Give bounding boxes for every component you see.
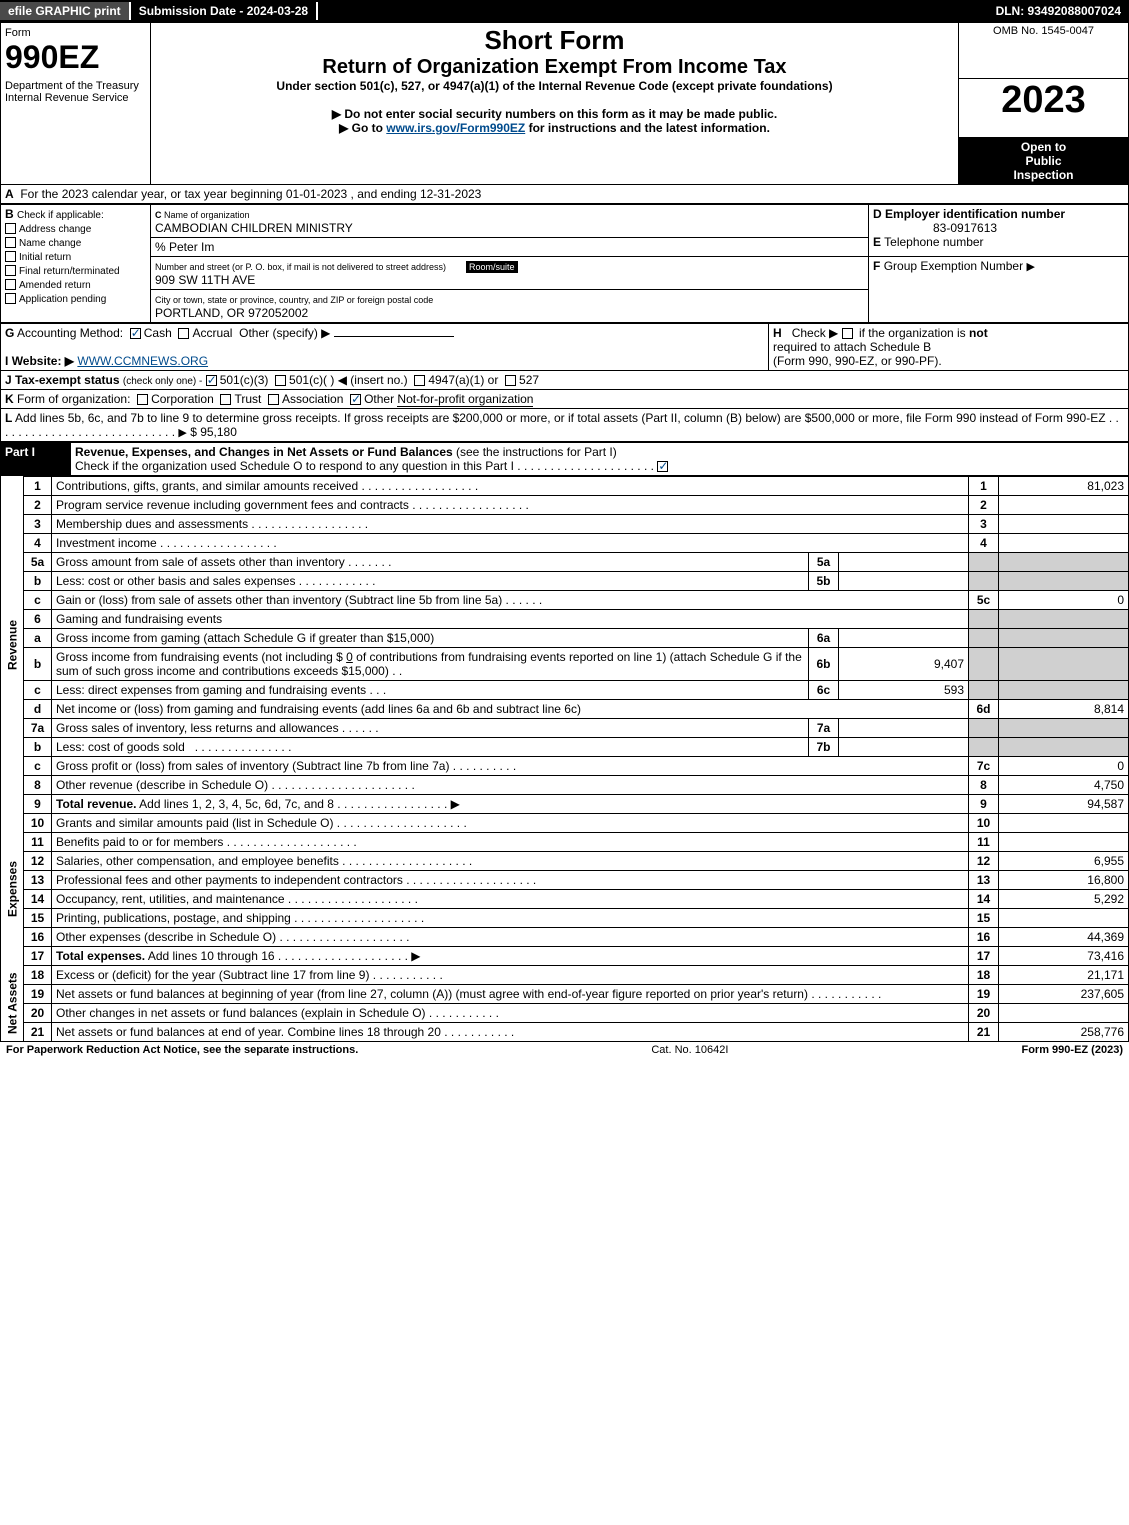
cash-checkbox[interactable] <box>130 328 141 339</box>
ein-label: Employer identification number <box>885 207 1065 221</box>
section-l: L Add lines 5b, 6c, and 7b to line 9 to … <box>0 409 1129 442</box>
section-b-item-label: Name change <box>19 238 81 249</box>
sections-b-to-f: B Check if applicable: Address change Nam… <box>0 204 1129 323</box>
form-title-main: Short Form <box>155 25 954 56</box>
section-b-checkbox[interactable] <box>5 223 16 234</box>
section-b-item-label: Initial return <box>19 252 71 263</box>
line-desc: Net assets or fund balances at end of ye… <box>56 1025 441 1039</box>
section-b-item-label: Amended return <box>19 280 91 291</box>
schedule-b-checkbox[interactable] <box>842 328 853 339</box>
organization-name: CAMBODIAN CHILDREN MINISTRY <box>155 221 353 235</box>
section-b-item-label: Final return/terminated <box>19 266 120 277</box>
section-k: K Form of organization: Corporation Trus… <box>0 390 1129 409</box>
part-1-label: Part I <box>1 442 71 475</box>
street-label: Number and street (or P. O. box, if mail… <box>155 262 446 272</box>
sections-g-h: G Accounting Method: Cash Accrual Other … <box>0 323 1129 371</box>
form-instruction-1: ▶ Do not enter social security numbers o… <box>155 107 954 121</box>
form-title-sub1: Return of Organization Exempt From Incom… <box>155 56 954 79</box>
line-desc: Excess or (deficit) for the year (Subtra… <box>56 968 369 982</box>
line-desc: Contributions, gifts, grants, and simila… <box>56 479 358 493</box>
dln-number: DLN: 93492088007024 <box>988 2 1129 20</box>
footer-cat-no: Cat. No. 10642I <box>651 1044 728 1056</box>
irs-link[interactable]: www.irs.gov/Form990EZ <box>386 121 525 135</box>
expenses-section-label: Expenses <box>1 813 24 965</box>
net-assets-section-label: Net Assets <box>1 965 24 1041</box>
line-desc: Other changes in net assets or fund bala… <box>56 1006 426 1020</box>
arrow-icon: ▶ <box>1026 261 1034 273</box>
city-label: City or town, state or province, country… <box>155 295 433 305</box>
website-link[interactable]: WWW.CCMNEWS.ORG <box>77 354 208 368</box>
part1-schedule-o-checkbox[interactable] <box>657 461 668 472</box>
form-number: 990EZ <box>5 39 99 75</box>
tax-year: 2023 <box>959 78 1129 137</box>
other-org-value: Not-for-profit organization <box>397 392 533 407</box>
section-b-item-label: Address change <box>19 224 91 235</box>
room-suite-label: Room/suite <box>466 261 518 273</box>
form-label: Form <box>5 27 31 39</box>
part-1-header: Part I Revenue, Expenses, and Changes in… <box>0 442 1129 476</box>
part-1-title: Revenue, Expenses, and Changes in Net As… <box>75 445 453 459</box>
line-desc: Investment income <box>56 536 157 550</box>
omb-number: OMB No. 1545-0047 <box>963 25 1124 37</box>
4947-checkbox[interactable] <box>414 375 425 386</box>
check-if-applicable: Check if applicable: <box>17 210 104 221</box>
corp-checkbox[interactable] <box>137 394 148 405</box>
other-org-checkbox[interactable] <box>350 394 361 405</box>
section-a-tax-year: A For the 2023 calendar year, or tax yea… <box>0 185 1129 204</box>
gross-receipts-value: $ 95,180 <box>190 425 237 439</box>
501c3-checkbox[interactable] <box>206 375 217 386</box>
assoc-checkbox[interactable] <box>268 394 279 405</box>
501c-checkbox[interactable] <box>275 375 286 386</box>
telephone-label: Telephone number <box>884 235 983 249</box>
section-b-checkbox[interactable] <box>5 279 16 290</box>
care-of: % Peter Im <box>155 240 214 254</box>
efile-graphic-print[interactable]: efile GRAPHIC print <box>0 2 131 20</box>
dept-treasury: Department of the Treasury <box>5 80 146 92</box>
revenue-section-label: Revenue <box>1 476 24 813</box>
section-b-label: B <box>5 207 14 221</box>
open-public-inspection: Open toPublicInspection <box>959 137 1129 184</box>
submission-date: Submission Date - 2024-03-28 <box>131 2 318 20</box>
efile-top-bar: efile GRAPHIC print Submission Date - 20… <box>0 0 1129 22</box>
name-of-org-label: Name of organization <box>164 210 250 220</box>
527-checkbox[interactable] <box>505 375 516 386</box>
city-state-zip: PORTLAND, OR 972052002 <box>155 306 308 320</box>
line-desc: Membership dues and assessments <box>56 517 248 531</box>
section-b-checkbox[interactable] <box>5 293 16 304</box>
website-label: Website: ▶ <box>12 354 74 368</box>
section-b-checkbox[interactable] <box>5 251 16 262</box>
accrual-checkbox[interactable] <box>178 328 189 339</box>
form-header-table: Form 990EZ Short Form Return of Organiza… <box>0 22 1129 185</box>
accounting-method-label: Accounting Method: <box>17 326 123 340</box>
dept-irs: Internal Revenue Service <box>5 92 146 104</box>
page-footer: For Paperwork Reduction Act Notice, see … <box>0 1042 1129 1058</box>
group-exemption-label: Group Exemption Number <box>884 259 1023 273</box>
part-1-lines-table: Revenue1Contributions, gifts, grants, an… <box>0 476 1129 1042</box>
section-b-checkbox[interactable] <box>5 265 16 276</box>
ein-value: 83-0917613 <box>873 221 1124 235</box>
footer-left: For Paperwork Reduction Act Notice, see … <box>6 1044 358 1056</box>
line-desc: Net assets or fund balances at beginning… <box>56 987 808 1001</box>
section-b-item-label: Application pending <box>19 294 106 305</box>
street-address: 909 SW 11TH AVE <box>155 273 255 287</box>
section-j: J Tax-exempt status (check only one) - 5… <box>0 371 1129 390</box>
line-desc: Program service revenue including govern… <box>56 498 409 512</box>
form-title-sub2: Under section 501(c), 527, or 4947(a)(1)… <box>155 79 954 93</box>
trust-checkbox[interactable] <box>220 394 231 405</box>
section-b-checkbox[interactable] <box>5 237 16 248</box>
form-instruction-2: ▶ Go to www.irs.gov/Form990EZ for instru… <box>155 121 954 135</box>
